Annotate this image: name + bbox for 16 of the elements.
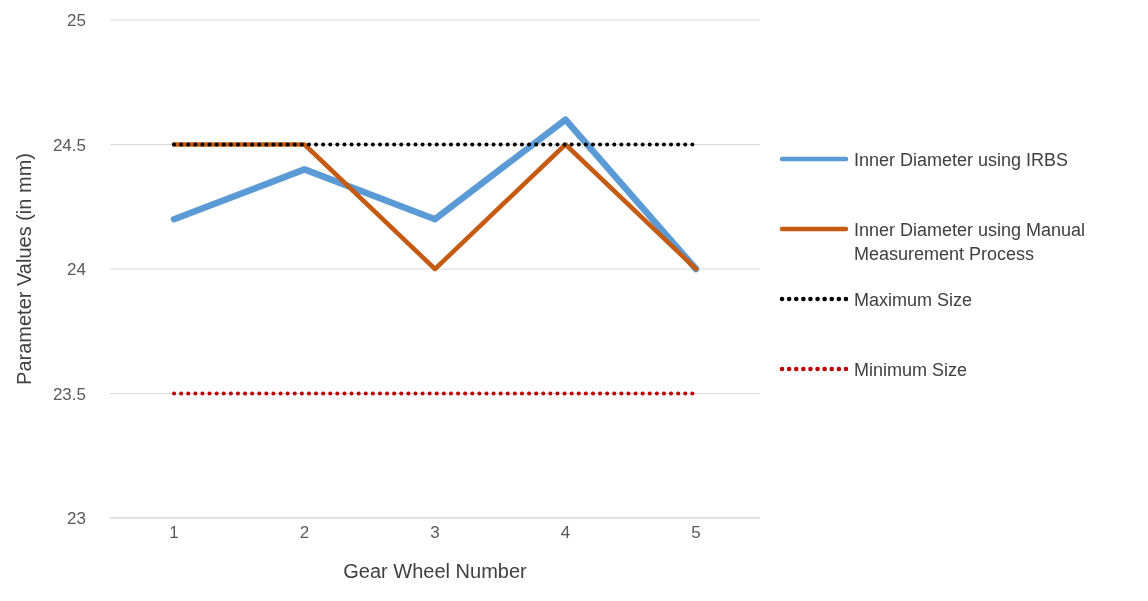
y-tick-label: 24.5 <box>52 135 86 155</box>
x-axis-title: Gear Wheel Number <box>343 560 528 582</box>
legend-label: Inner Diameter using Manual Measurement Process <box>854 219 1087 266</box>
x-tick-label: 1 <box>169 523 179 543</box>
y-tick-label: 23 <box>67 509 86 529</box>
y-tick-label: 24 <box>67 260 86 280</box>
legend-label: Inner Diameter using IRBS <box>854 149 1069 172</box>
x-tick-label: 2 <box>299 523 310 543</box>
x-tick-label: 4 <box>560 523 571 543</box>
legend-label: Maximum Size <box>854 289 973 312</box>
y-tick-label: 23.5 <box>52 384 86 404</box>
legend-label: Minimum Size <box>854 359 968 382</box>
y-axis-title: Parameter Values (in mm) <box>13 153 36 385</box>
y-tick-label: 25 <box>67 11 86 31</box>
x-tick-label: 3 <box>430 523 440 543</box>
x-tick-label: 5 <box>691 523 701 543</box>
